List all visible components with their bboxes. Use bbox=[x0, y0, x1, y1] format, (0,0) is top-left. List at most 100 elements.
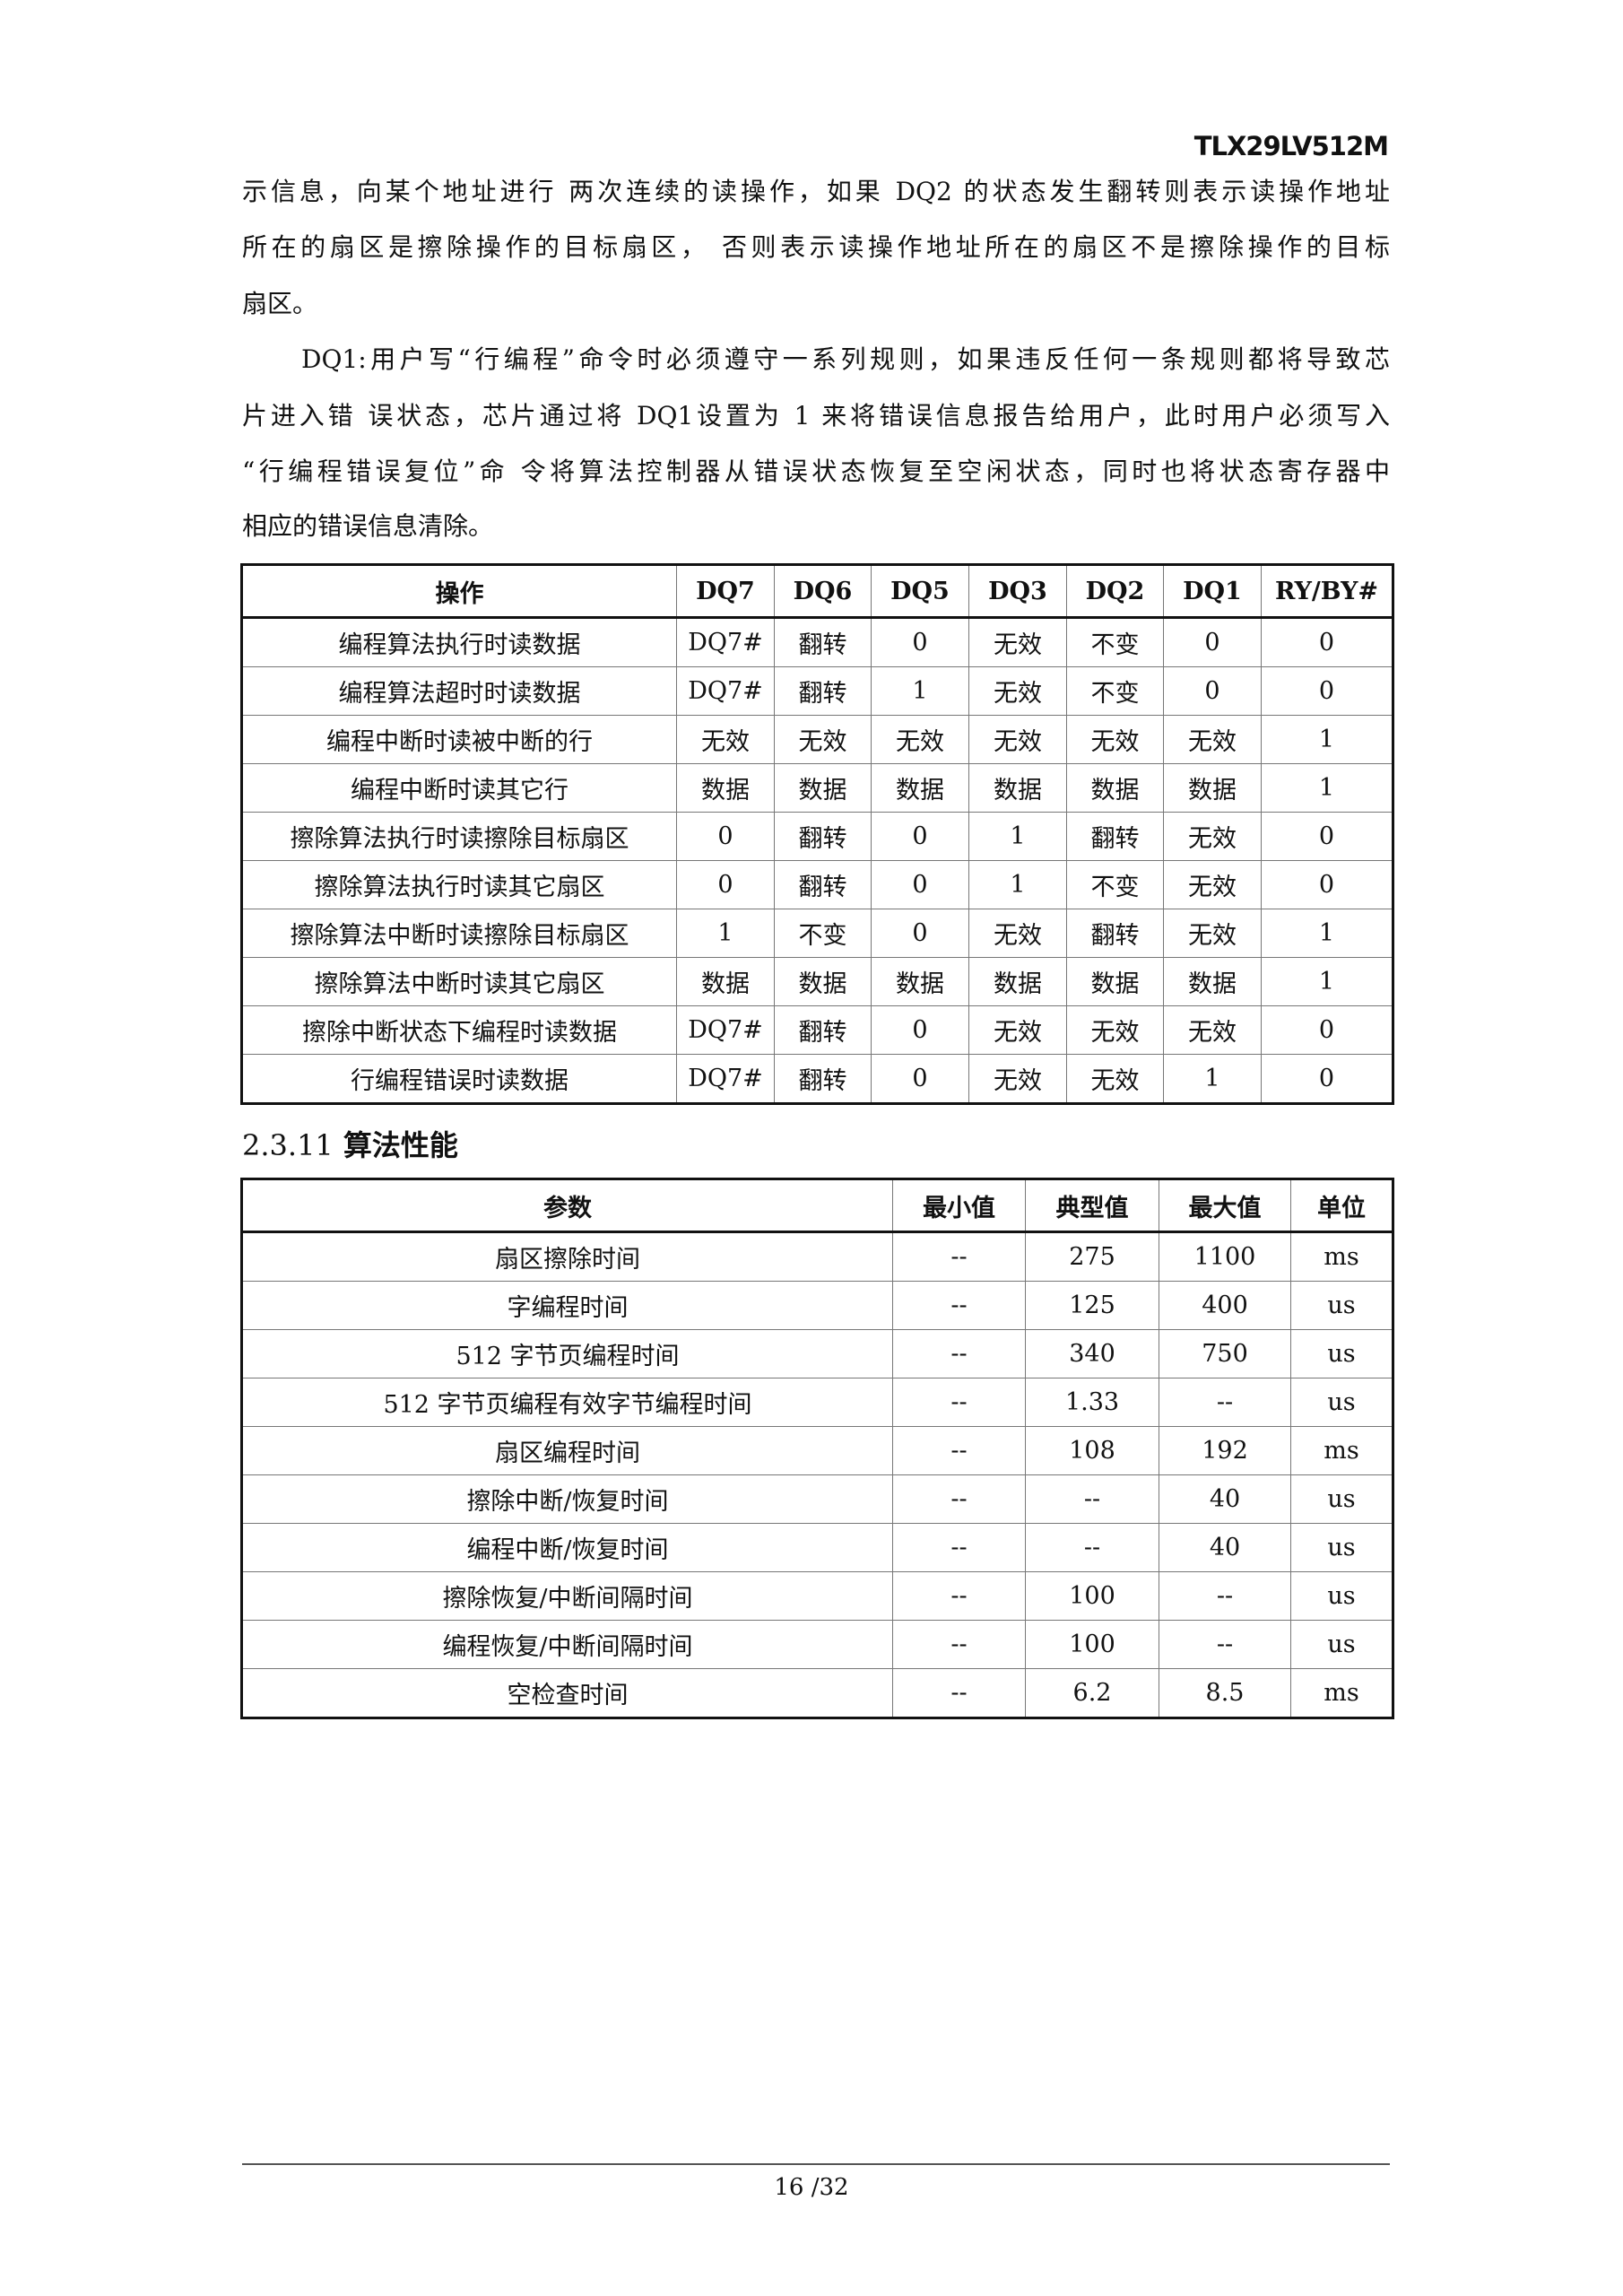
table-cell: 1100 bbox=[1159, 1231, 1291, 1282]
column-header: DQ2 bbox=[1066, 564, 1164, 619]
column-header: 最大值 bbox=[1159, 1178, 1291, 1233]
table-cell: 数据 bbox=[774, 957, 872, 1006]
table-cell: 空检查时间 bbox=[241, 1668, 893, 1718]
table-cell: 不变 bbox=[774, 909, 872, 958]
table-cell: -- bbox=[892, 1231, 1026, 1282]
table-cell: us bbox=[1290, 1281, 1393, 1330]
table-row: 编程中断时读被中断的行 无效 无效 无效 无效 无效 无效 1 bbox=[241, 715, 1393, 764]
table-row: 擦除算法中断时读其它扇区 数据 数据 数据 数据 数据 数据 1 bbox=[241, 957, 1393, 1006]
table-cell: 编程中断时读被中断的行 bbox=[241, 715, 677, 764]
table-cell: -- bbox=[1159, 1620, 1291, 1669]
table-cell: 擦除中断/恢复时间 bbox=[241, 1474, 893, 1524]
paragraph-line: “行编程错误复位”命 令将算法控制器从错误状态恢复至空闲状态，同时也将状态寄存器… bbox=[242, 457, 1390, 486]
paragraph-line: 示信息，向某个地址进行 两次连续的读操作，如果 DQ2 的状态发生翻转则表示读操… bbox=[242, 177, 1390, 206]
table-cell: 数据 bbox=[676, 763, 775, 813]
table-row: 512 字节页编程时间 -- 340 750 us bbox=[241, 1329, 1393, 1378]
table-row: 扇区编程时间 -- 108 192 ms bbox=[241, 1426, 1393, 1475]
table-cell: 无效 bbox=[1163, 812, 1262, 861]
column-header: 最小值 bbox=[892, 1178, 1026, 1233]
table-cell: 翻转 bbox=[774, 617, 872, 667]
column-header: 单位 bbox=[1290, 1178, 1393, 1233]
table-cell: 0 bbox=[871, 1005, 969, 1055]
section-title: 算法性能 bbox=[343, 1128, 458, 1162]
table-row: 擦除中断状态下编程时读数据 DQ7# 翻转 0 无效 无效 无效 0 bbox=[241, 1005, 1393, 1055]
table-cell: 0 bbox=[871, 617, 969, 667]
table-cell: 192 bbox=[1159, 1426, 1291, 1475]
table-cell: -- bbox=[892, 1620, 1026, 1669]
table-cell: 无效 bbox=[1163, 715, 1262, 764]
table-cell: 数据 bbox=[1163, 957, 1262, 1006]
table-cell: 0 bbox=[871, 812, 969, 861]
column-header: RY/BY# bbox=[1261, 564, 1393, 619]
table-row: 擦除中断/恢复时间 -- -- 40 us bbox=[241, 1474, 1393, 1524]
paragraph-line: 相应的错误信息清除。 bbox=[242, 511, 494, 541]
document-header-part-number: TLX29LV512M bbox=[1193, 131, 1389, 161]
table-row: 字编程时间 -- 125 400 us bbox=[241, 1281, 1393, 1330]
table-cell: 108 bbox=[1025, 1426, 1159, 1475]
table-cell: us bbox=[1290, 1474, 1393, 1524]
table-cell: 翻转 bbox=[1066, 812, 1164, 861]
table-cell: 擦除算法执行时读擦除目标扇区 bbox=[241, 812, 677, 861]
algorithm-performance-table: 参数 最小值 典型值 最大值 单位 扇区擦除时间 -- 275 1100 ms 字编程时间 -- 125… bbox=[240, 1178, 1394, 1719]
table-cell: 512 字节页编程时间 bbox=[241, 1329, 893, 1378]
table-cell: us bbox=[1290, 1329, 1393, 1378]
table-cell: 1.33 bbox=[1025, 1378, 1159, 1427]
table-cell: ms bbox=[1290, 1668, 1393, 1718]
table-cell: 数据 bbox=[968, 957, 1067, 1006]
table-cell: 数据 bbox=[871, 763, 969, 813]
table-cell: 1 bbox=[1261, 763, 1393, 813]
table-cell: 0 bbox=[1261, 617, 1393, 667]
column-header: 典型值 bbox=[1025, 1178, 1159, 1233]
table-cell: 0 bbox=[1261, 1054, 1393, 1104]
table-cell: 擦除算法中断时读擦除目标扇区 bbox=[241, 909, 677, 958]
status-register-table: 操作 DQ7 DQ6 DQ5 DQ3 DQ2 DQ1 RY/BY# 编程算法执行时读数据 DQ7#… bbox=[240, 563, 1394, 1105]
table-cell: 8.5 bbox=[1159, 1668, 1291, 1718]
table-row: 空检查时间 -- 6.2 8.5 ms bbox=[241, 1668, 1393, 1718]
table-cell: us bbox=[1290, 1571, 1393, 1621]
table-cell: 扇区编程时间 bbox=[241, 1426, 893, 1475]
table-cell: 数据 bbox=[1066, 957, 1164, 1006]
section-number: 2.3.11 bbox=[242, 1128, 334, 1162]
table-cell: 擦除恢复/中断间隔时间 bbox=[241, 1571, 893, 1621]
table-row: 512 字节页编程有效字节编程时间 -- 1.33 -- us bbox=[241, 1378, 1393, 1427]
table-cell: 无效 bbox=[1163, 909, 1262, 958]
table-cell: -- bbox=[892, 1571, 1026, 1621]
table-cell: 翻转 bbox=[1066, 909, 1164, 958]
table-cell: 1 bbox=[1261, 909, 1393, 958]
table-cell: 1 bbox=[1261, 957, 1393, 1006]
table-cell: 数据 bbox=[1066, 763, 1164, 813]
table-cell: 1 bbox=[1163, 1054, 1262, 1104]
table-row: 编程算法超时时读数据 DQ7# 翻转 1 无效 不变 0 0 bbox=[241, 666, 1393, 716]
table-cell: 不变 bbox=[1066, 860, 1164, 909]
column-header: DQ6 bbox=[774, 564, 872, 619]
table-cell: 数据 bbox=[871, 957, 969, 1006]
column-header: DQ7 bbox=[676, 564, 775, 619]
table-cell: us bbox=[1290, 1523, 1393, 1572]
column-header: 操作 bbox=[241, 564, 677, 619]
table-cell: 750 bbox=[1159, 1329, 1291, 1378]
table-cell: -- bbox=[892, 1474, 1026, 1524]
table-cell: 512 字节页编程有效字节编程时间 bbox=[241, 1378, 893, 1427]
table-cell: 0 bbox=[1261, 1005, 1393, 1055]
table-row: 编程恢复/中断间隔时间 -- 100 -- us bbox=[241, 1620, 1393, 1669]
table-cell: 1 bbox=[968, 812, 1067, 861]
table-cell: -- bbox=[892, 1668, 1026, 1718]
table-cell: -- bbox=[892, 1329, 1026, 1378]
table-cell: 40 bbox=[1159, 1474, 1291, 1524]
table-row: 扇区擦除时间 -- 275 1100 ms bbox=[241, 1231, 1393, 1282]
table-cell: 翻转 bbox=[774, 812, 872, 861]
table-cell: 0 bbox=[1163, 617, 1262, 667]
table-cell: 擦除算法执行时读其它扇区 bbox=[241, 860, 677, 909]
table-cell: 无效 bbox=[968, 1054, 1067, 1104]
table-cell: 6.2 bbox=[1025, 1668, 1159, 1718]
table-cell: 100 bbox=[1025, 1620, 1159, 1669]
table-cell: 400 bbox=[1159, 1281, 1291, 1330]
footer-divider bbox=[242, 2163, 1390, 2165]
table-cell: 无效 bbox=[968, 715, 1067, 764]
table-cell: -- bbox=[1025, 1523, 1159, 1572]
table-cell: 无效 bbox=[1163, 860, 1262, 909]
table-cell: 无效 bbox=[1163, 1005, 1262, 1055]
table-cell: -- bbox=[892, 1426, 1026, 1475]
column-header: 参数 bbox=[241, 1178, 893, 1233]
paragraph-line: 所在的扇区是擦除操作的目标扇区， 否则表示读操作地址所在的扇区不是擦除操作的目标 bbox=[242, 232, 1390, 262]
